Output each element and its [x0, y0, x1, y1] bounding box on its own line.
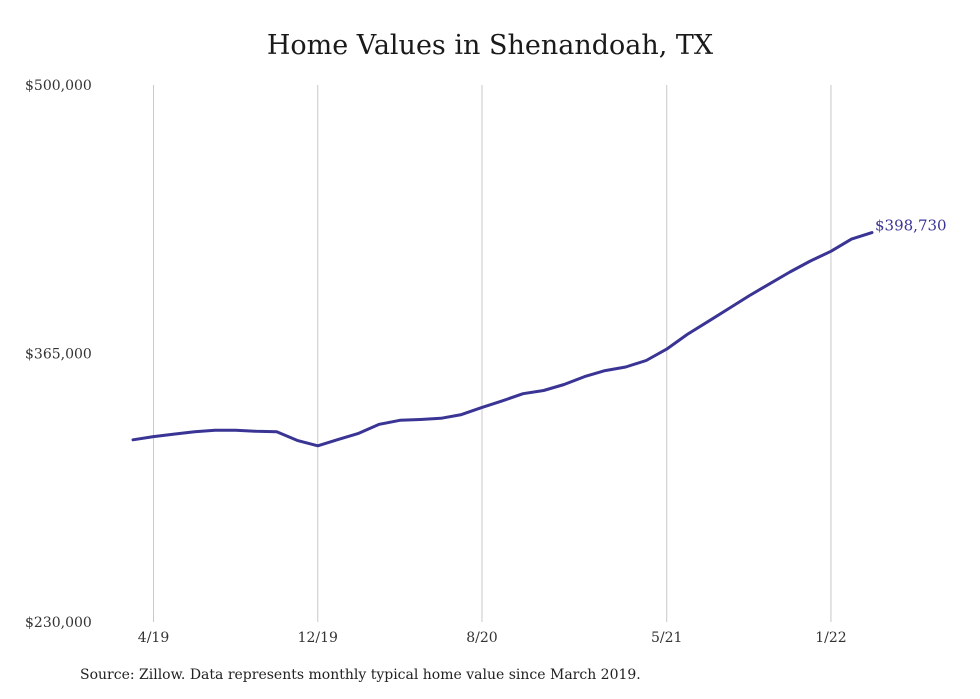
y-tick-label: $365,000	[25, 347, 92, 363]
x-axis-tick-labels: 4/19 12/19 8/20 5/21 1/22	[138, 630, 847, 646]
end-value-label: $398,730	[875, 217, 947, 235]
x-tick-label: 8/20	[466, 630, 497, 646]
series-layer: $398,730	[131, 217, 947, 448]
x-tick-label: 12/19	[298, 630, 338, 646]
y-tick-label: $500,000	[25, 78, 92, 94]
series-line	[131, 231, 874, 448]
grid-lines	[153, 85, 832, 622]
y-axis-tick-labels: $500,000 $365,000 $230,000	[25, 78, 92, 631]
x-tick-label: 4/19	[138, 630, 169, 646]
source-note: Source: Zillow. Data represents monthly …	[80, 667, 641, 683]
x-tick-label: 5/21	[651, 630, 682, 646]
y-tick-label: $230,000	[25, 615, 92, 631]
x-tick-label: 1/22	[815, 630, 846, 646]
chart-title: Home Values in Shenandoah, TX	[266, 30, 714, 61]
